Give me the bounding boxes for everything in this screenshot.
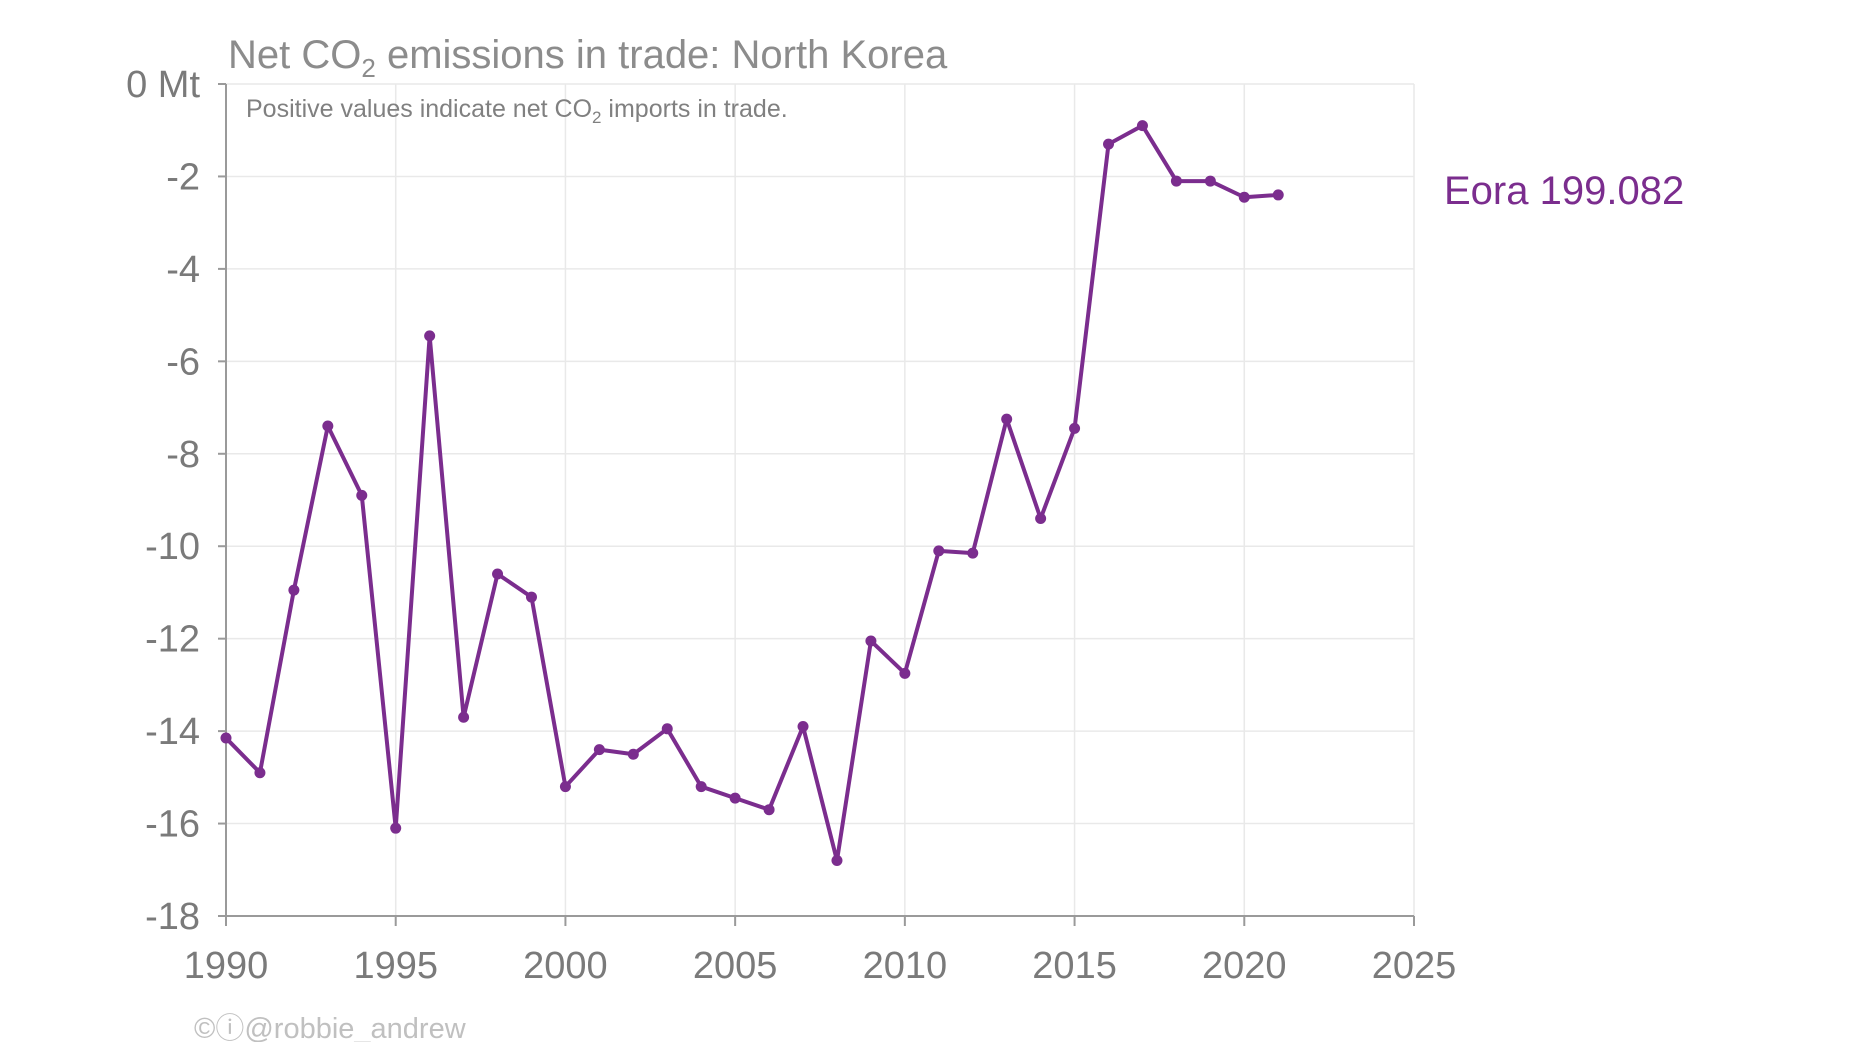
chart-title: Net CO2 emissions in trade: North Korea — [228, 33, 948, 83]
x-tick-label: 1995 — [353, 945, 438, 987]
data-point — [933, 545, 945, 557]
data-point — [831, 855, 843, 867]
y-tick-label: -18 — [145, 896, 200, 938]
y-tick-label: -6 — [166, 341, 200, 383]
data-point — [661, 723, 673, 735]
credit-text: ©ⓘ@robbie_andrew — [194, 1013, 467, 1042]
data-point — [729, 792, 741, 804]
data-point — [424, 330, 436, 342]
data-point — [322, 420, 334, 432]
data-point — [797, 720, 809, 732]
y-tick-label: -14 — [145, 711, 200, 753]
data-point — [1170, 175, 1182, 187]
data-point — [1069, 422, 1081, 434]
data-point — [899, 667, 911, 679]
data-point — [525, 591, 537, 603]
data-point — [627, 748, 639, 760]
y-tick-label: -8 — [166, 434, 200, 476]
x-tick-label: 2025 — [1372, 945, 1457, 987]
data-point — [1204, 175, 1216, 187]
data-point — [220, 732, 232, 744]
data-point — [1238, 191, 1250, 203]
data-point — [593, 744, 605, 756]
x-tick-label: 2020 — [1202, 945, 1287, 987]
y-tick-label: -2 — [166, 156, 200, 198]
y-tick-labels: 0 Mt -2 -4 -6 -8 -10 -12 -14 -16 -18 — [126, 64, 226, 938]
x-tick-label: 1990 — [184, 945, 269, 987]
y-tick-label: -16 — [145, 804, 200, 846]
data-point — [356, 489, 368, 501]
data-point — [390, 822, 402, 834]
chart-subtitle: Positive values indicate net CO2 imports… — [246, 95, 788, 127]
series-eora — [220, 120, 1284, 867]
data-point — [458, 711, 470, 723]
series-label-eora: Eora 199.082 — [1444, 169, 1684, 213]
data-point — [695, 781, 707, 793]
x-tick-label: 2015 — [1032, 945, 1117, 987]
x-tick-label: 2000 — [523, 945, 608, 987]
data-point — [1103, 138, 1115, 150]
y-tick-label: -4 — [166, 249, 200, 291]
data-point — [763, 804, 775, 816]
axes — [225, 84, 1414, 917]
data-point — [492, 568, 504, 580]
data-point — [1136, 120, 1148, 132]
y-tick-label: 0 Mt — [126, 64, 200, 106]
x-tick-label: 2010 — [863, 945, 948, 987]
y-tick-label: -10 — [145, 526, 200, 568]
y-tick-label: -12 — [145, 619, 200, 661]
data-point — [1035, 512, 1047, 524]
data-point — [288, 584, 300, 596]
x-tick-labels: 1990 1995 2000 2005 2010 2015 2020 2025 — [184, 916, 1457, 987]
data-point — [865, 635, 877, 647]
data-point — [1001, 413, 1013, 425]
x-tick-label: 2005 — [693, 945, 778, 987]
data-point — [559, 781, 571, 793]
data-point — [967, 547, 979, 559]
series-line — [224, 123, 1281, 863]
data-point — [254, 767, 266, 779]
data-point — [1272, 189, 1284, 201]
